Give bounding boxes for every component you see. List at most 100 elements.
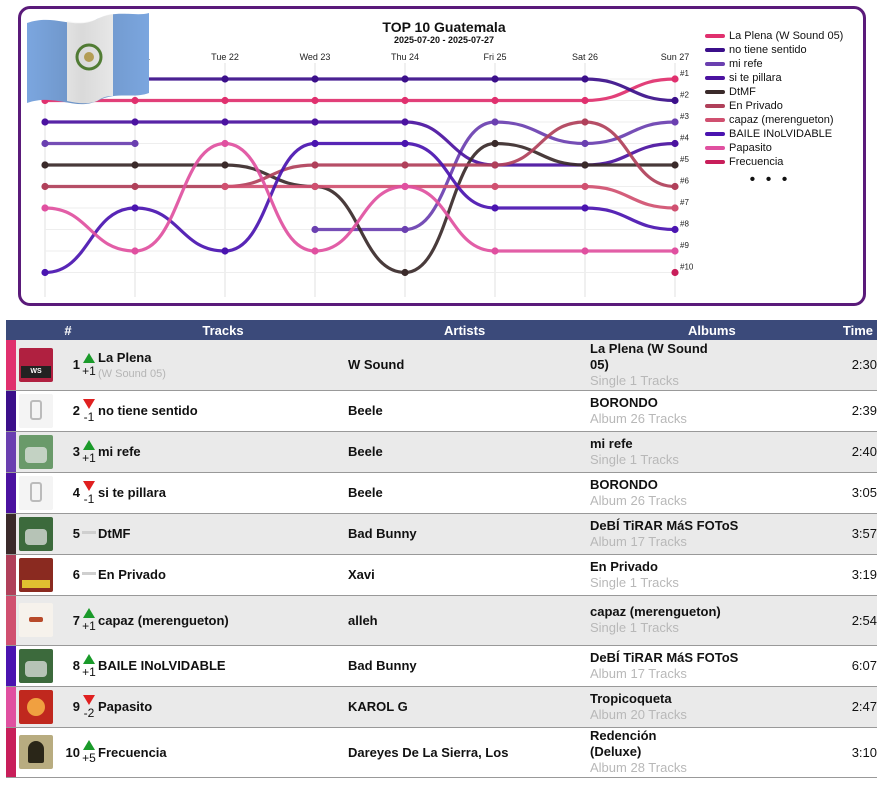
artist-name[interactable]: W Sound — [348, 340, 590, 390]
legend-item[interactable]: mi refe — [705, 57, 863, 71]
album-art-icon[interactable] — [19, 557, 53, 592]
table-row[interactable]: 6 En Privado Xavi En Privado Single 1 Tracks… — [6, 554, 877, 595]
rank-label: #2 — [680, 91, 689, 100]
rank-number: 8 — [56, 645, 80, 686]
track-title[interactable]: Papasito — [98, 699, 153, 714]
album-title[interactable]: Redención (Deluxe) — [590, 728, 657, 759]
album-title[interactable]: BORONDO — [590, 394, 658, 410]
artist-name[interactable]: alleh — [348, 595, 590, 645]
track-title[interactable]: BAILE INoLVIDABLE — [98, 658, 226, 673]
header-tracks[interactable]: Tracks — [98, 320, 348, 340]
album-title[interactable]: Tropicoqueta — [590, 690, 672, 706]
album-cell: Redención (Deluxe) Album 28 Tracks — [590, 727, 827, 777]
legend-swatch — [705, 146, 725, 150]
header-albums[interactable]: Albums — [590, 320, 827, 340]
series-point — [41, 139, 49, 148]
track-title[interactable]: si te pillara — [98, 485, 166, 500]
artist-name[interactable]: KAROL G — [348, 686, 590, 727]
series-point — [401, 118, 409, 126]
album-title[interactable]: DeBÍ TiRAR MáS FOToS — [590, 649, 739, 665]
legend-label: En Privado — [729, 100, 783, 112]
legend-item[interactable]: si te pillara — [705, 71, 863, 85]
album-art-icon[interactable]: WS — [19, 347, 53, 382]
album-art-icon[interactable] — [19, 393, 53, 428]
series-line — [43, 141, 677, 275]
series-point — [491, 118, 499, 126]
rank-down-arrow-icon — [83, 694, 95, 705]
series-point — [41, 182, 49, 191]
album-title[interactable]: capaz (merengueton) — [590, 604, 721, 619]
artist-name[interactable]: Dareyes De La Sierra, Los — [348, 727, 590, 777]
header-time[interactable]: Time — [827, 320, 877, 340]
table-row[interactable]: 9 -2 Papasito KAROL G Tropicoqueta Album 20 T… — [6, 686, 877, 727]
tracks-table-body: WS 1 +1 La Plena (W Sound 05) W Sound La Plena… — [6, 340, 877, 777]
legend-swatch — [705, 76, 725, 80]
artist-name[interactable]: Beele — [348, 390, 590, 431]
track-duration: 2:30 — [827, 340, 877, 390]
legend-swatch — [705, 48, 725, 52]
album-title[interactable]: BORONDO — [590, 476, 658, 492]
track-title[interactable]: En Privado — [98, 567, 166, 582]
series-point — [41, 268, 49, 277]
artist-name[interactable]: Bad Bunny — [348, 513, 590, 554]
legend-item[interactable]: capaz (merengueton) — [705, 113, 863, 127]
legend-label: Papasito — [729, 142, 772, 154]
album-cell: DeBÍ TiRAR MáS FOToS Album 17 Tracks — [590, 645, 827, 686]
rank-up-arrow-icon — [83, 653, 95, 664]
series-point — [671, 204, 679, 212]
rank-change: +5 — [80, 727, 98, 777]
album-cell: BORONDO Album 26 Tracks — [590, 390, 827, 431]
track-title[interactable]: capaz (merengueton) — [98, 612, 229, 628]
table-row[interactable]: 2 -1 no tiene sentido Beele BORONDO Album 26 … — [6, 390, 877, 431]
rank-change-value: -1 — [83, 491, 95, 506]
rank-change — [80, 554, 98, 595]
album-art-icon[interactable] — [19, 648, 53, 683]
table-row[interactable]: 3 +1 mi refe Beele mi refe Single 1 Tracks 2:4… — [6, 431, 877, 472]
table-row[interactable]: 10 +5 Frecuencia Dareyes De La Sierra, Los R… — [6, 727, 877, 777]
track-title[interactable]: La Plena — [98, 349, 152, 365]
legend-item[interactable]: BAILE INoLVIDABLE — [705, 127, 863, 141]
track-title[interactable]: DtMF — [98, 526, 131, 541]
track-title[interactable]: mi refe — [98, 444, 141, 459]
header-spacer — [6, 320, 16, 340]
track-title[interactable]: Frecuencia — [98, 744, 167, 760]
rank-label: #8 — [680, 220, 689, 229]
legend-label: si te pillara — [729, 72, 782, 84]
legend-item[interactable]: Frecuencia — [705, 155, 863, 169]
header-artists[interactable]: Artists — [348, 320, 590, 340]
album-art-icon[interactable] — [19, 689, 53, 724]
album-title[interactable]: DeBÍ TiRAR MáS FOToS — [590, 517, 739, 533]
table-row[interactable]: 5 DtMF Bad Bunny DeBÍ TiRAR MáS FOToS Album … — [6, 513, 877, 554]
legend-more-indicator[interactable]: • • • — [749, 171, 791, 188]
track-title[interactable]: no tiene sentido — [98, 403, 198, 418]
table-row[interactable]: 4 -1 si te pillara Beele BORONDO Album 26 Tra… — [6, 472, 877, 513]
legend-label: La Plena (W Sound 05) — [729, 30, 844, 42]
artist-name[interactable]: Beele — [348, 472, 590, 513]
header-rank[interactable]: # — [56, 320, 80, 340]
legend-item[interactable]: DtMF — [705, 85, 863, 99]
album-art-icon[interactable] — [19, 603, 53, 637]
album-art-icon[interactable] — [19, 516, 53, 551]
artist-name[interactable]: Bad Bunny — [348, 645, 590, 686]
artist-name[interactable]: Xavi — [348, 554, 590, 595]
artist-name[interactable]: Beele — [348, 431, 590, 472]
track-cell: si te pillara — [98, 472, 348, 513]
table-row[interactable]: 7 +1 capaz (merengueton) alleh capaz (mereng… — [6, 595, 877, 645]
table-row[interactable]: 8 +1 BAILE INoLVIDABLE Bad Bunny DeBÍ TiRAR … — [6, 645, 877, 686]
album-title[interactable]: En Privado — [590, 558, 658, 574]
rank-label: #9 — [680, 241, 689, 250]
album-title[interactable]: mi refe — [590, 435, 633, 451]
legend-item[interactable]: no tiene sentido — [705, 43, 863, 57]
legend-item[interactable]: La Plena (W Sound 05) — [705, 29, 863, 43]
series-line — [313, 120, 677, 232]
legend-swatch — [705, 90, 725, 94]
album-art-icon[interactable] — [19, 434, 53, 469]
legend-item[interactable]: En Privado — [705, 99, 863, 113]
album-title[interactable]: La Plena (W Sound 05) — [590, 340, 708, 372]
album-art-icon[interactable] — [19, 475, 53, 510]
legend-item[interactable]: Papasito — [705, 141, 863, 155]
table-row[interactable]: WS 1 +1 La Plena (W Sound 05) W Sound La Plena… — [6, 340, 877, 390]
album-art-icon[interactable] — [19, 735, 53, 769]
